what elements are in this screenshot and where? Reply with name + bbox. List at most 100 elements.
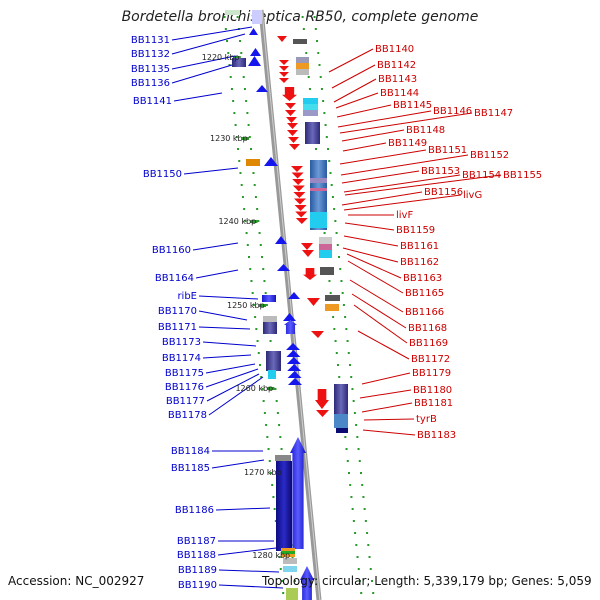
tick-dot [301, 16, 304, 18]
gene-arrow-forward [288, 292, 300, 299]
gene-label-bb1163: BB1163 [403, 273, 442, 284]
leader-line [343, 174, 461, 193]
leader-line [206, 373, 260, 402]
tick-dot [245, 232, 248, 234]
gene-arrow-reverse [277, 36, 287, 42]
gene-label-bb1169: BB1169 [409, 338, 448, 349]
gene-label-bb1150: BB1150 [143, 169, 182, 180]
gene-arrow-reverse [311, 331, 324, 338]
tick-dot [356, 556, 359, 558]
leader-line [341, 191, 423, 206]
tick-dot [358, 460, 361, 462]
tick-dot [347, 472, 350, 474]
gene-block [263, 328, 277, 334]
leader-line [344, 222, 395, 231]
leader-line [198, 310, 248, 321]
tick-dot [359, 472, 362, 474]
leader-line [205, 368, 259, 388]
gene-label-bb1146: BB1146 [433, 106, 472, 117]
tick-dot [367, 544, 370, 546]
leader-line [211, 459, 265, 469]
tick-dot [242, 76, 245, 78]
gene-arrow-reverse [316, 410, 329, 417]
gene-arrow-reverse [279, 60, 289, 65]
genome-summary-text: Topology: circular; Length: 5,339,179 bp… [262, 574, 592, 588]
leader-line [347, 260, 404, 294]
scale-marker-tick [242, 137, 250, 140]
tick-dot [239, 172, 242, 174]
tick-dot [265, 304, 268, 306]
tick-dot [344, 436, 347, 438]
tick-dot [368, 556, 371, 558]
tick-dot [329, 292, 332, 294]
tick-dot [369, 568, 372, 570]
gene-label-bb1166: BB1166 [405, 307, 444, 318]
tick-dot [323, 112, 326, 114]
gene-arrow-reverse [279, 72, 289, 77]
gene-arrow-reverse [286, 117, 297, 123]
gene-block [275, 455, 291, 461]
tick-dot [358, 580, 361, 582]
gene-block [325, 304, 339, 311]
genome-axis-highlight [261, 9, 321, 600]
gene-label-bb1143: BB1143 [378, 74, 417, 85]
tick-dot [316, 40, 319, 42]
tick-dot [248, 256, 251, 258]
tick-dot [280, 580, 283, 582]
gene-label-bb1174: BB1174 [162, 353, 201, 364]
gene-arrow-reverse-long [315, 389, 329, 409]
gene-block [303, 110, 318, 116]
gene-block [268, 370, 276, 379]
tick-dot [275, 400, 278, 402]
gene-block [252, 10, 262, 24]
leader-line [202, 354, 252, 359]
tick-dot [256, 208, 259, 210]
tick-dot [279, 436, 282, 438]
gene-arrow-forward-long [300, 566, 314, 600]
gene-arrow-forward [283, 313, 296, 321]
genome-axis-line [258, 9, 322, 600]
gene-label-bb1165: BB1165 [405, 288, 444, 299]
tick-dot [262, 400, 265, 402]
gene-label-bb1173: BB1173 [162, 337, 201, 348]
tick-dot [228, 64, 231, 66]
gene-arrow-reverse [294, 205, 307, 211]
tick-dot [319, 76, 322, 78]
tick-dot [223, 16, 226, 18]
tick-dot [325, 136, 328, 138]
tick-dot [237, 148, 240, 150]
tick-dot [353, 412, 356, 414]
gene-label-bb1172: BB1172 [411, 354, 450, 365]
gene-arrow-forward [248, 56, 261, 66]
gene-label-bb1170: BB1170 [158, 306, 197, 317]
leader-line [333, 78, 377, 103]
tick-dot [329, 172, 332, 174]
scale-marker-label: 1220 kbp [202, 53, 240, 62]
tick-dot [349, 364, 352, 366]
leader-line [336, 104, 392, 118]
tick-dot [339, 268, 342, 270]
gene-label-bb1149: BB1149 [388, 138, 427, 149]
leader-line [195, 269, 239, 279]
tick-dot [239, 40, 242, 42]
tick-dot [357, 448, 360, 450]
tick-dot [265, 424, 268, 426]
tick-dot [333, 208, 336, 210]
leader-line [340, 154, 469, 176]
scale-marker-label: 1250 kbp [227, 301, 265, 310]
leader-line [361, 402, 413, 413]
gene-arrow-reverse [289, 144, 300, 150]
tick-dot [226, 40, 229, 42]
leader-line [359, 389, 412, 399]
tick-dot [243, 88, 246, 90]
tick-dot [238, 160, 241, 162]
tick-dot [279, 568, 282, 570]
tick-dot [346, 340, 349, 342]
gene-label-bb1179: BB1179 [412, 368, 451, 379]
leader-line [202, 341, 257, 347]
tick-dot [240, 184, 243, 186]
gene-arrow-forward [250, 48, 261, 56]
tick-dot [360, 592, 363, 594]
gene-label-bb1188: BB1188 [177, 550, 216, 561]
tick-dot [313, 16, 316, 18]
